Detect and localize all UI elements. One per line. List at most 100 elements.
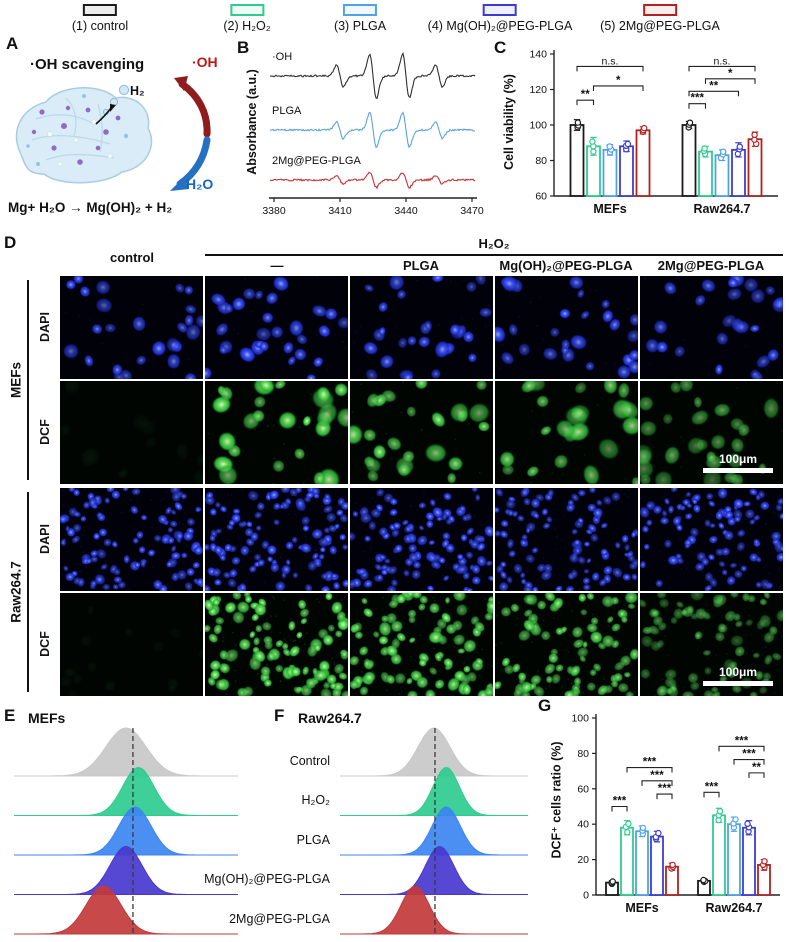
micrograph-row1-col1 [205,381,348,484]
cells-layer [495,381,638,484]
svg-text:***: *** [705,781,719,793]
micrograph-row2-col0 [60,488,203,591]
svg-text:Raw264.7: Raw264.7 [694,202,751,216]
legend-item-h2o2: (2) H₂O₂ [223,4,271,33]
esr-y-axis-label: Absorbance (a.u.) [245,69,259,175]
svg-text:3380: 3380 [262,205,286,217]
scalebar-text: 100μm [718,665,758,679]
stain-label-dcf-raw: DCF [38,631,52,657]
legend-label: (2) H₂O₂ [223,19,271,33]
cells-layer [640,276,783,379]
micrograph-row3-col2 [350,593,493,696]
micrograph-row1-col0 [60,381,203,484]
scalebar-line [703,681,773,686]
flow-histograms-raw264 [340,727,528,935]
micrograph-row3-col0 [60,593,203,696]
legend-label: (3) PLGA [333,19,387,33]
ridge-row-label-plga: PLGA [296,833,330,847]
micrograph-row0-col3 [495,276,638,379]
h2-release-arrow [95,104,116,125]
legend-item-mgoh2: (4) Mg(OH)₂@PEG-PLGA [427,4,573,33]
panel-f-title: Raw264.7 [298,710,362,726]
svg-text:***: *** [658,783,672,795]
svg-text:***: *** [691,93,705,105]
legend-item-control: (1) control [72,4,128,33]
legend-swatch-2mg [642,4,677,16]
svg-text:**: ** [709,80,718,92]
scalebar-text: 100μm [718,452,758,466]
svg-text:3410: 3410 [328,205,352,217]
svg-text:n.s.: n.s. [714,55,731,67]
svg-text:60: 60 [577,783,589,795]
svg-text:80: 80 [535,155,547,167]
svg-text:120: 120 [529,84,547,96]
panel-a-letter: A [6,34,19,53]
col-header-plga: PLGA [402,258,440,273]
micrograph-row2-col4 [640,488,783,591]
svg-text:PLGA: PLGA [272,105,302,117]
svg-text:60: 60 [535,191,547,203]
legend-label: (5) 2Mg@PEG-PLGA [600,19,720,33]
svg-text:2Mg@PEG-PLGA: 2Mg@PEG-PLGA [272,155,361,167]
panel-f-letter: F [274,706,285,725]
svg-text:**: ** [581,89,590,101]
micrograph-row2-col3 [495,488,638,591]
cells-layer [205,488,348,591]
svg-text:100: 100 [571,713,589,725]
legend-swatch-h2o2 [230,4,264,16]
ridge-row-label-control: Control [289,754,330,768]
svg-text:MEFs: MEFs [593,202,626,216]
scalebar-line [703,468,773,473]
flow-histograms-mefs [14,727,238,935]
mefs-bracket-line [27,280,29,480]
row-group-raw264: Raw264.7 [8,561,24,623]
ridge-row-label-2mg: 2Mg@PEG-PLGA [229,912,330,926]
scaffold-illustration [15,76,211,191]
dcf-y-axis-label: DCF⁺ cells ratio (%) [549,741,564,859]
cells-layer [350,593,493,696]
micrograph-row3-col4 [640,593,783,696]
scalebar-mefs: 100μm [703,452,773,473]
svg-text:80: 80 [577,748,589,760]
cells-layer [350,276,493,379]
cells-layer [640,381,783,484]
col-header-h2o2-only: — [270,258,284,273]
reaction-equation: Mg+ H₂O → Mg(OH)₂ + H₂ [8,200,173,215]
legend-swatch-control [83,4,117,16]
panel-d-letter: D [4,233,17,252]
micrograph-row1-col3 [495,381,638,484]
svg-text:***: *** [742,749,756,761]
panel-c-letter: C [494,38,507,57]
panel-g-letter: G [538,696,552,715]
legend-item-plga: (3) PLGA [334,4,386,33]
micrograph-row0-col2 [350,276,493,379]
legend-item-2mg: (5) 2Mg@PEG-PLGA [600,4,720,33]
cells-layer [350,381,493,484]
svg-text:*: * [616,75,621,87]
svg-text:20: 20 [577,854,589,866]
cells-layer [495,488,638,591]
svg-text:MEFs: MEFs [625,901,658,915]
cells-layer [60,593,203,696]
legend-label: (1) control [71,19,129,33]
svg-text:n.s.: n.s. [602,55,619,67]
nanoparticle-dots [31,105,121,165]
cells-layer [495,593,638,696]
row-group-mefs: MEFs [8,361,24,399]
scalebar-raw264: 100μm [703,665,773,686]
cells-layer [60,381,203,484]
micrograph-row0-col1 [205,276,348,379]
legend-label: (4) Mg(OH)₂@PEG-PLGA [427,19,573,33]
legend-swatch-plga [342,4,377,16]
h2-label: H₂ [130,84,145,98]
stain-label-dapi-raw: DAPI [38,524,52,554]
cells-layer [205,276,348,379]
svg-text:100: 100 [529,120,547,132]
svg-text:***: *** [613,796,627,808]
panel-a-title: ·OH scavenging [30,56,145,73]
cells-layer [640,593,783,696]
svg-text:·OH: ·OH [272,51,292,63]
svg-text:0: 0 [583,890,589,902]
svg-text:***: *** [735,735,749,747]
